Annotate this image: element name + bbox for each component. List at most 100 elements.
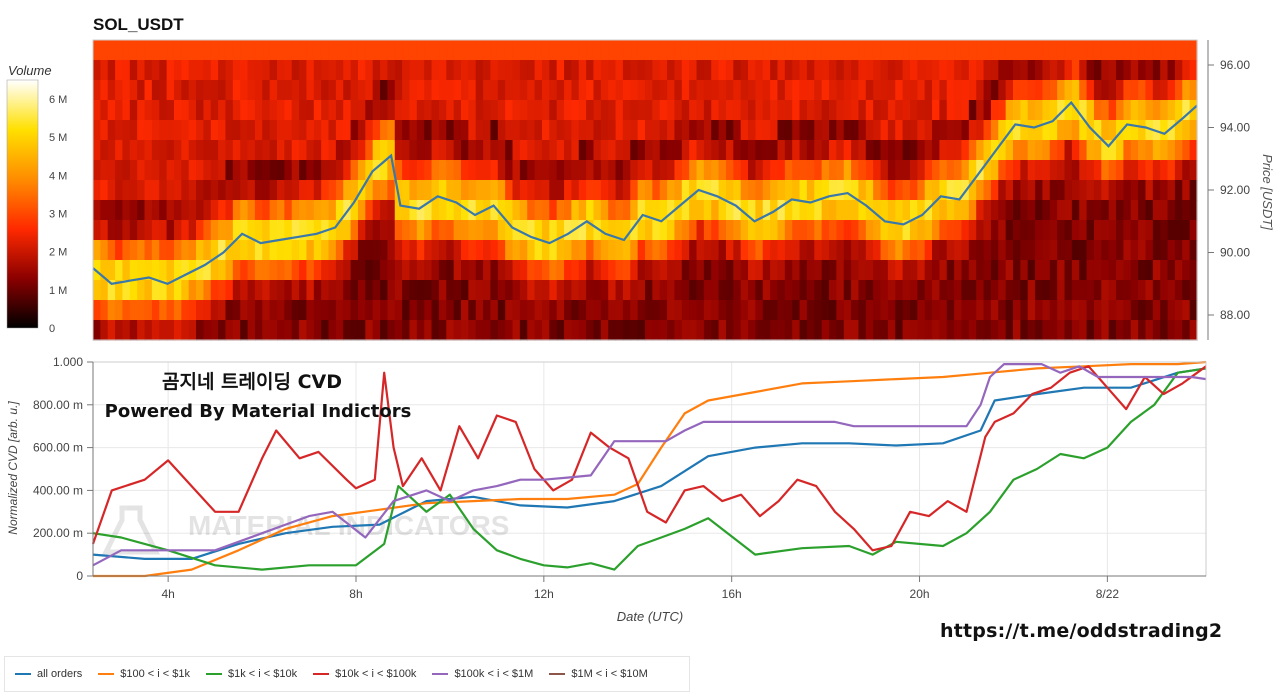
heatmap-cell [887,280,896,301]
price-line [92,100,1198,285]
heatmap-cell [983,120,992,141]
heatmap-cell [512,100,521,121]
heatmap-cell [453,260,462,281]
heatmap-cell [718,40,727,61]
heatmap-cell [880,240,889,261]
heatmap-cell [512,320,521,341]
heatmap-cell [505,40,514,61]
heatmap-cell [210,300,219,321]
heatmap-cell [799,180,808,201]
heatmap-cell [431,160,440,181]
heatmap-cell [166,80,175,101]
heatmap-cell [1101,200,1110,221]
heatmap-cell [806,200,815,221]
heatmap-cell [144,200,153,221]
legend-item[interactable]: all orders [15,668,82,680]
heatmap-cell [144,260,153,281]
heatmap-cell [622,280,631,301]
heatmap-cell [475,100,484,121]
legend-item[interactable]: $1k < i < $10k [205,668,297,680]
heatmap-cell [806,180,815,201]
heatmap-cell [777,140,786,161]
heatmap-cell [534,160,543,181]
heatmap-cell [438,80,447,101]
heatmap-cell [961,60,970,81]
heatmap-cell [483,200,492,221]
heatmap-cell [571,240,580,261]
heatmap-cell [924,80,933,101]
price-tick-label: 90.00 [1220,246,1250,260]
heatmap-cell [203,220,212,241]
heatmap-cell [740,60,749,81]
heatmap-cell [733,260,742,281]
heatmap-cell [637,60,646,81]
heatmap-cell [770,140,779,161]
heatmap-cell [1108,200,1117,221]
heatmap-cell [328,320,337,341]
heatmap-cell [829,240,837,261]
heatmap-cell [1167,100,1176,121]
heatmap-cell [762,200,771,221]
legend-item[interactable]: $1M < i < $10M [549,668,648,680]
heatmap-cell [166,120,175,141]
heatmap-cell [1093,260,1102,281]
heatmap-cell [409,240,418,261]
heatmap-cell [1013,300,1021,321]
heatmap-cell [1160,140,1169,161]
legend-swatch [432,673,449,675]
heatmap-cell [983,260,992,281]
heatmap-cell [784,60,793,81]
heatmap-cell [166,60,175,81]
heatmap-cell [100,320,109,341]
heatmap-cell [733,60,742,81]
heatmap-cell [541,280,550,301]
heatmap-cell [380,60,388,81]
heatmap-cell [681,320,690,341]
heatmap-cell [115,60,124,81]
heatmap-cell [468,80,477,101]
legend-item[interactable]: $100k < i < $1M [432,668,533,680]
heatmap-cell [519,320,528,341]
heatmap-cell [151,160,160,181]
heatmap-cell [865,280,874,301]
heatmap-cell [622,260,631,281]
heatmap-cell [453,80,462,101]
heatmap-cell [939,140,948,161]
heatmap-cell [181,100,190,121]
heatmap-cell [600,220,609,241]
heatmap-cell [461,40,469,61]
heatmap-cell [1027,100,1036,121]
heatmap-cell [203,260,212,281]
heatmap-cell [387,60,396,81]
heatmap-cell [946,180,955,201]
heatmap-cell [659,80,668,101]
heatmap-cell [770,220,779,241]
heatmap-cell [659,160,668,181]
heatmap-cell [269,300,278,321]
heatmap-cell [394,320,403,341]
heatmap-cell [836,240,845,261]
heatmap-cell [755,300,764,321]
legend-item[interactable]: $100 < i < $1k [98,668,190,680]
heatmap-cell [1042,140,1051,161]
heatmap-cell [107,140,116,161]
heatmap-cell [858,220,867,241]
heatmap-cell [880,60,889,81]
heatmap-cell [181,180,190,201]
heatmap-cell [711,160,720,181]
heatmap-cell [218,320,227,341]
heatmap-cell [1189,180,1198,201]
heatmap-cell [630,40,639,61]
heatmap-cell [519,40,528,61]
heatmap-cell [262,160,271,181]
heatmap-cell [748,140,756,161]
heatmap-cell [1108,60,1117,81]
heatmap-cell [829,160,837,181]
legend-item[interactable]: $10k < i < $100k [313,668,416,680]
heatmap-cell [887,240,896,261]
heatmap-cell [895,120,904,141]
heatmap-cell [1005,40,1014,61]
heatmap-cell [578,260,587,281]
heatmap-cell [1093,320,1102,341]
heatmap-cell [703,320,712,341]
